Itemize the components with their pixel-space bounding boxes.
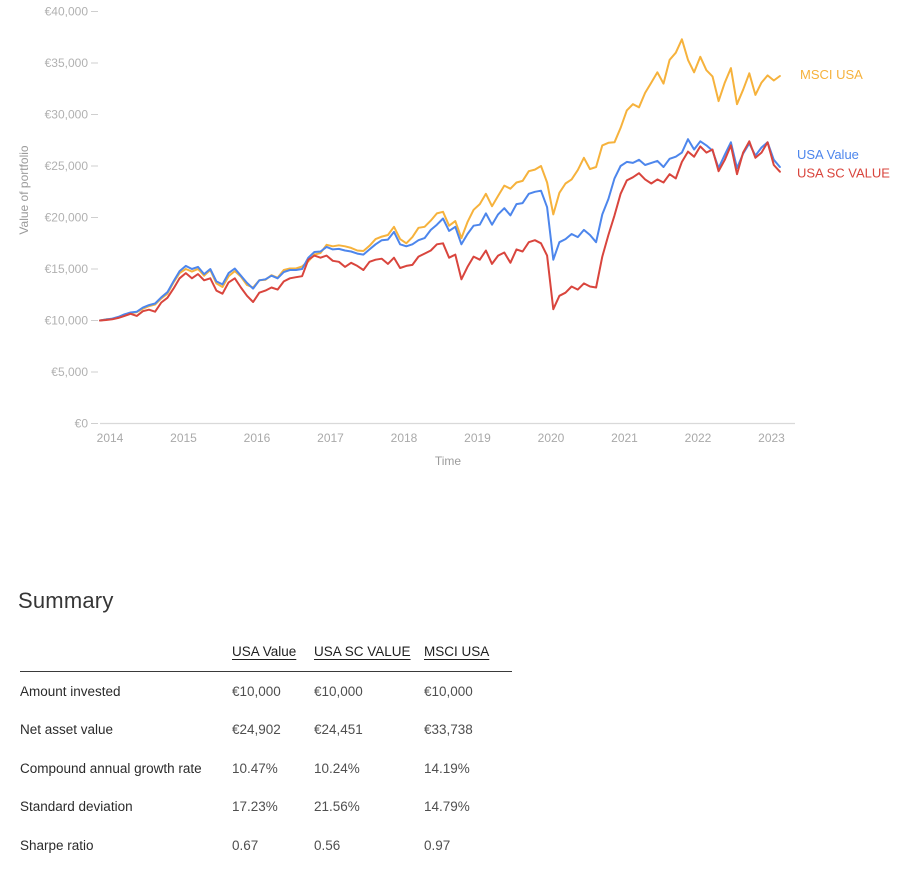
column-header-msci-usa[interactable]: MSCI USA xyxy=(424,644,490,659)
x-tick-label: 2017 xyxy=(317,431,344,445)
row-value: 10.24% xyxy=(314,760,360,776)
row-value: €33,738 xyxy=(424,722,473,738)
legend-label-usa-sc-value: USA SC VALUE xyxy=(797,166,890,181)
table-row: Amount invested €10,000 €10,000 €10,000 xyxy=(20,672,512,711)
summary-table-header: USA Value USA SC VALUE MSCI USA xyxy=(20,644,512,672)
row-label: Net asset value xyxy=(20,722,114,738)
row-value: 0.56 xyxy=(314,837,341,853)
y-tick-label: €5,000 xyxy=(51,365,88,379)
row-value: €10,000 xyxy=(424,683,473,699)
row-label: Amount invested xyxy=(20,683,121,699)
row-label: Compound annual growth rate xyxy=(20,760,202,776)
summary-table: USA Value USA SC VALUE MSCI USA Amount i… xyxy=(20,644,512,865)
x-tick-label: 2014 xyxy=(97,431,124,445)
x-axis-title: Time xyxy=(435,454,462,468)
portfolio-chart-svg: Value of portfolio Time €0 €5,000 €10,000 €… xyxy=(17,5,890,469)
row-value: 0.97 xyxy=(424,837,451,853)
y-tick-label: €0 xyxy=(75,417,89,431)
table-row: Net asset value €24,902 €24,451 €33,738 xyxy=(20,711,512,750)
y-tick-label: €15,000 xyxy=(45,262,89,276)
row-label: Sharpe ratio xyxy=(20,837,94,853)
y-tick-label: €40,000 xyxy=(45,5,89,19)
portfolio-chart: Value of portfolio Time €0 €5,000 €10,000 €… xyxy=(17,5,890,469)
column-header-usa-sc-value[interactable]: USA SC VALUE xyxy=(314,644,411,659)
summary-section: Summary USA Value USA SC VALUE MSCI USA … xyxy=(0,588,920,865)
row-value: €24,451 xyxy=(314,722,363,738)
summary-heading: Summary xyxy=(18,588,114,613)
y-tick-label: €10,000 xyxy=(45,314,89,328)
row-value: €10,000 xyxy=(314,683,363,699)
row-value: 14.19% xyxy=(424,760,470,776)
x-tick-label: 2020 xyxy=(538,431,565,445)
row-value: 14.79% xyxy=(424,799,470,815)
legend-label-msci-usa: MSCI USA xyxy=(800,67,863,82)
y-tick-label: €30,000 xyxy=(45,108,89,122)
table-row: Sharpe ratio 0.67 0.56 0.97 xyxy=(20,826,512,865)
row-value: 10.47% xyxy=(232,760,278,776)
y-tick-label: €35,000 xyxy=(45,56,89,70)
row-value: 17.23% xyxy=(232,799,278,815)
series-line-usa-sc-value[interactable] xyxy=(99,140,781,322)
x-tick-label: 2022 xyxy=(685,431,712,445)
x-tick-label: 2023 xyxy=(758,431,785,445)
row-label: Standard deviation xyxy=(20,799,133,815)
x-tick-label: 2021 xyxy=(611,431,638,445)
x-tick-label: 2018 xyxy=(391,431,418,445)
y-axis-title: Value of portfolio xyxy=(17,145,31,234)
column-header-usa-value[interactable]: USA Value xyxy=(232,644,297,659)
table-row: Compound annual growth rate 10.47% 10.24… xyxy=(20,749,512,788)
row-value: 21.56% xyxy=(314,799,360,815)
row-value: 0.67 xyxy=(232,837,259,853)
y-tick-label: €20,000 xyxy=(45,211,89,225)
row-value: €10,000 xyxy=(232,683,281,699)
table-row: Standard deviation 17.23% 21.56% 14.79% xyxy=(20,788,512,827)
legend-label-usa-value: USA Value xyxy=(797,147,859,162)
x-tick-label: 2019 xyxy=(464,431,491,445)
series-line-usa-value[interactable] xyxy=(99,138,781,322)
x-tick-label: 2016 xyxy=(244,431,271,445)
row-value: €24,902 xyxy=(232,722,281,738)
x-tick-label: 2015 xyxy=(170,431,197,445)
y-tick-label: €25,000 xyxy=(45,159,89,173)
